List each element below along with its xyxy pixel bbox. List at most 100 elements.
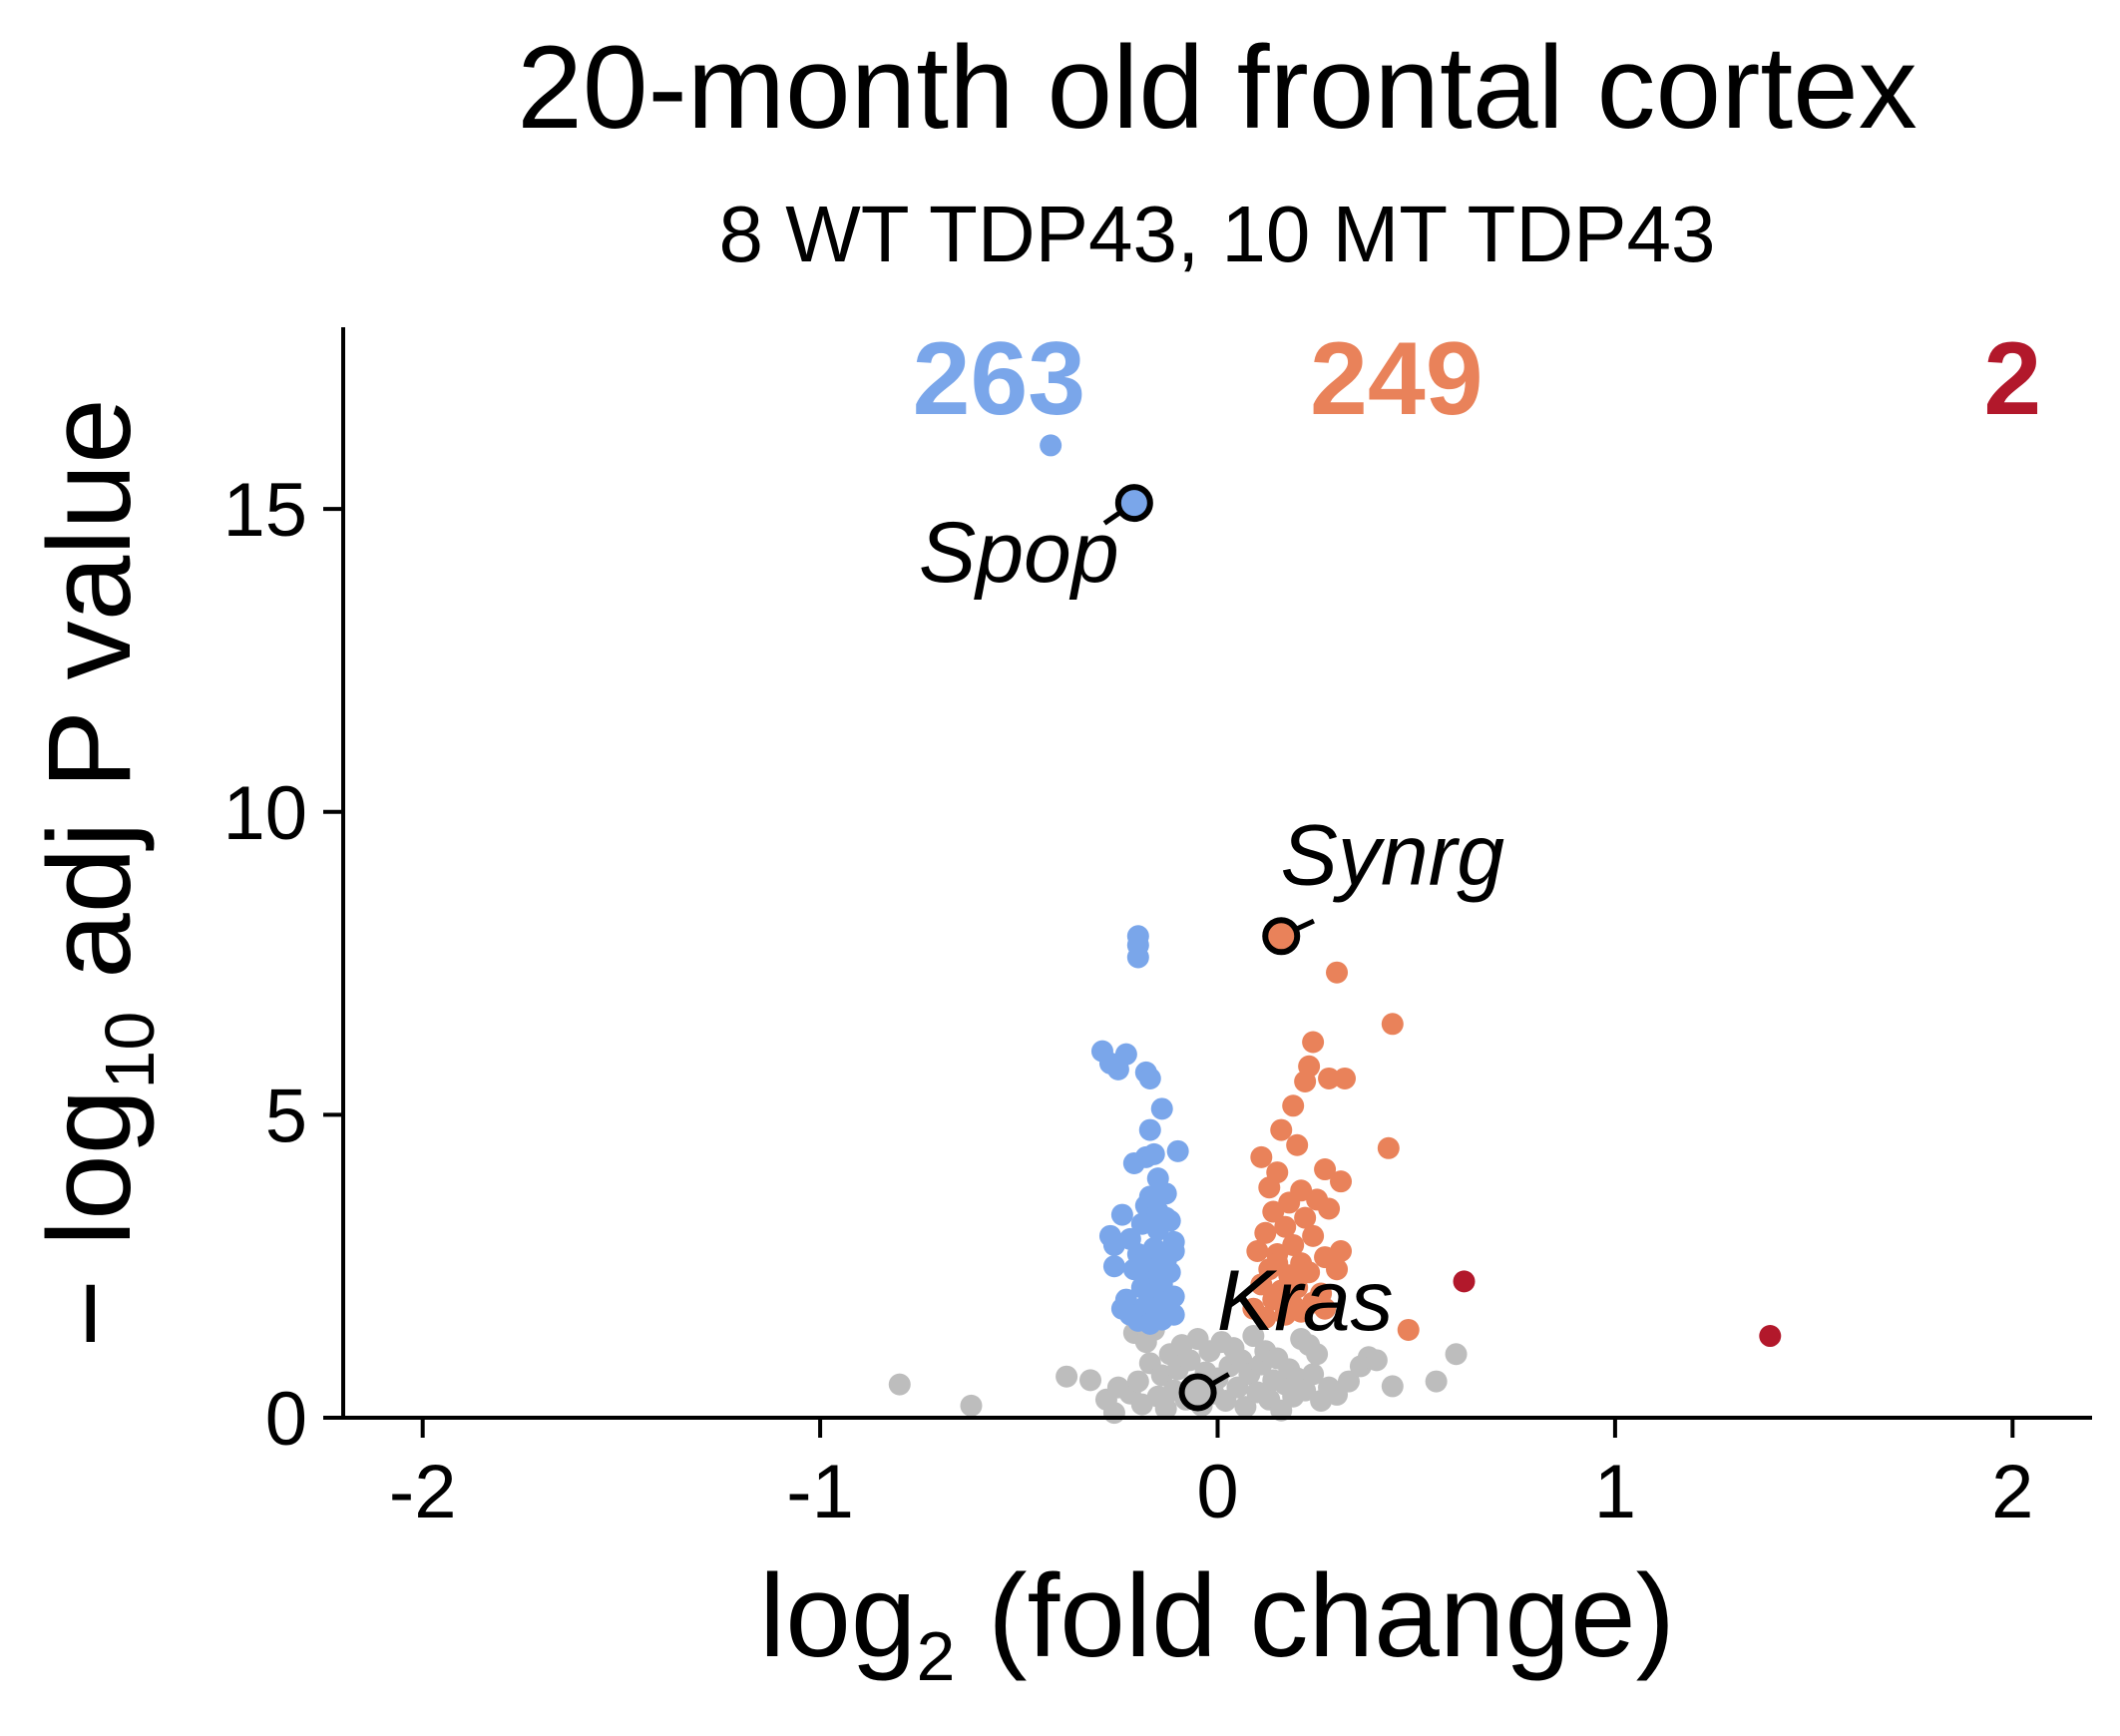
data-point-ns: [1178, 1349, 1201, 1372]
data-point-ns: [1056, 1365, 1078, 1388]
y-tick-label: 5: [265, 1074, 307, 1158]
data-point-up: [1270, 1118, 1293, 1141]
data-point-down: [1138, 1185, 1161, 1208]
data-point-down: [1126, 946, 1149, 969]
data-point-down: [1150, 1097, 1173, 1120]
data-point-ns: [1234, 1396, 1257, 1419]
data-point-up: [1397, 1318, 1420, 1341]
x-axis-title: log2 (fold change): [759, 1550, 1675, 1695]
data-point-up: [1258, 1176, 1281, 1199]
data-point-down: [1154, 1206, 1177, 1229]
data-point-up: [1254, 1306, 1277, 1329]
counts-layer: 263 249 2: [913, 321, 2042, 437]
gene-connector: [1294, 918, 1315, 932]
count-label: 249: [1310, 321, 1484, 437]
x-axis-title-subscript: 2: [916, 1617, 955, 1695]
data-point-up: [1302, 1031, 1325, 1054]
data-point-ns: [1337, 1370, 1360, 1393]
data-point-up: [1262, 1288, 1285, 1311]
data-point-down: [1150, 1308, 1173, 1331]
data-point-up: [1318, 1197, 1341, 1220]
data-point-up: [1294, 1206, 1317, 1229]
y-axis-title: − log10 adj P value: [24, 398, 169, 1348]
data-point-down: [1162, 1230, 1185, 1253]
data-point-ns: [1126, 1370, 1149, 1393]
data-point-down: [1130, 1252, 1153, 1275]
data-point-up: [1318, 1067, 1341, 1089]
data-point-ns: [888, 1373, 911, 1396]
highlighted-point-kras: [1178, 1373, 1217, 1412]
data-point-up: [1298, 1261, 1321, 1284]
data-point-up: [1250, 1273, 1273, 1296]
data-point-up: [1246, 1240, 1269, 1263]
count-label: 263: [913, 321, 1086, 437]
data-point-up: [1274, 1215, 1297, 1238]
data-point-up: [1302, 1224, 1325, 1247]
y-axis-title-prefix: − log: [24, 1089, 156, 1348]
data-point-up: [1266, 1252, 1289, 1275]
data-point-ns: [1079, 1369, 1102, 1392]
data-point-down: [1138, 1067, 1161, 1089]
data-point-up: [1314, 1158, 1337, 1181]
data-point-ns: [1425, 1370, 1448, 1393]
y-tick-label: 0: [265, 1377, 307, 1462]
data-point-down: [1138, 1118, 1161, 1141]
x-tick-label: 2: [1991, 1450, 2033, 1534]
data-point-down: [1114, 1043, 1137, 1066]
data-point-strong-up: [1759, 1325, 1782, 1348]
data-point-ns: [1102, 1402, 1125, 1425]
data-point-up: [1286, 1133, 1309, 1156]
data-point-ns: [1302, 1363, 1325, 1386]
data-point-up: [1326, 1258, 1349, 1281]
data-point-up: [1282, 1233, 1305, 1256]
data-point-down: [1040, 434, 1062, 457]
data-point-ns: [1365, 1349, 1388, 1372]
count-label: 2: [1983, 321, 2041, 437]
data-point-up: [1333, 1067, 1356, 1089]
x-axis-ticks: -2 -1 0 1 2: [389, 1418, 2033, 1534]
data-point-up: [1377, 1136, 1400, 1159]
x-axis-title-rest: (fold change): [955, 1550, 1675, 1682]
data-point-ns: [1306, 1343, 1329, 1366]
data-point-ns: [1242, 1325, 1265, 1348]
x-tick-label: -2: [389, 1450, 457, 1534]
highlighted-point-synrg: [1262, 917, 1301, 956]
data-point-up: [1294, 1070, 1317, 1092]
y-tick-label: 15: [222, 468, 307, 553]
data-point-down: [1122, 1151, 1145, 1174]
x-tick-label: -1: [786, 1450, 854, 1534]
data-point-ns: [1154, 1397, 1177, 1420]
data-point-down: [1142, 1142, 1165, 1165]
y-axis-title-rest: adj P value: [24, 398, 156, 1012]
data-point-up: [1330, 1170, 1353, 1193]
data-point-up: [1278, 1191, 1301, 1214]
data-point-up: [1326, 961, 1349, 984]
data-point-up: [1282, 1094, 1305, 1117]
chart-title: 20-month old frontal cortex: [517, 22, 1917, 154]
chart-subtitle: 8 WT TDP43, 10 MT TDP43: [719, 190, 1716, 278]
y-tick-label: 10: [222, 771, 307, 856]
highlight-layer: Spop Synrg Kras: [919, 484, 1504, 1412]
data-point-up: [1314, 1297, 1337, 1320]
data-point-up: [1262, 1200, 1285, 1223]
gene-connector: [1102, 510, 1123, 526]
data-point-up: [1381, 1013, 1404, 1036]
data-point-up: [1254, 1221, 1277, 1244]
gene-label-spop: Spop: [919, 505, 1119, 601]
data-point-up: [1330, 1240, 1353, 1263]
data-point-down: [1110, 1297, 1133, 1320]
plot-area: Spop Synrg Kras 263 249 2: [888, 321, 2042, 1425]
data-point-ns: [1294, 1379, 1317, 1402]
x-tick-label: 0: [1196, 1450, 1238, 1534]
data-point-ns: [1381, 1375, 1404, 1398]
y-axis-title-subscript: 10: [91, 1012, 169, 1089]
x-tick-label: 1: [1594, 1450, 1636, 1534]
data-point-down: [1166, 1139, 1189, 1162]
data-point-up: [1290, 1300, 1313, 1323]
data-point-up: [1286, 1276, 1309, 1299]
data-point-ns: [960, 1394, 983, 1417]
y-axis-ticks: 0 5 10 15: [222, 468, 343, 1462]
data-point-down: [1110, 1203, 1133, 1226]
data-point-up: [1250, 1145, 1273, 1168]
